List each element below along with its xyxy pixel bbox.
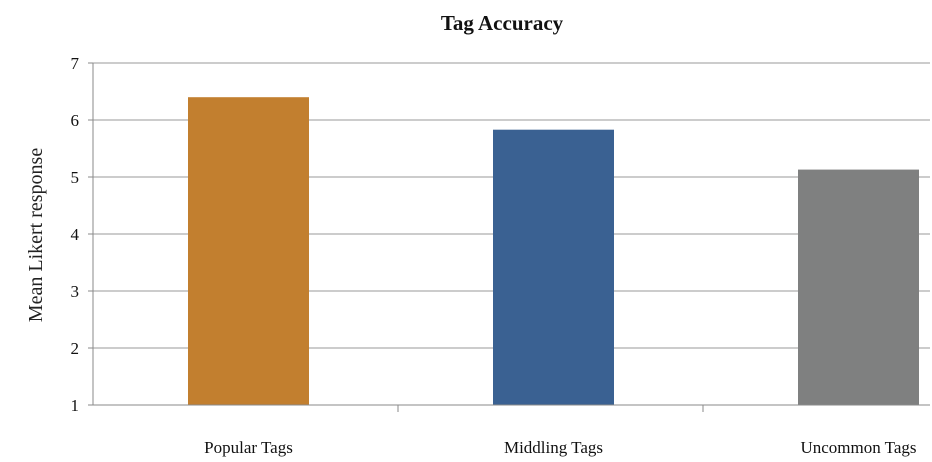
y-axis-label: Mean Likert response bbox=[25, 148, 47, 323]
bar-popular-tags bbox=[188, 97, 309, 405]
y-tick-label: 2 bbox=[71, 339, 80, 358]
y-tick-labels: 1 2 3 4 5 6 7 bbox=[71, 54, 80, 415]
bars bbox=[188, 97, 919, 405]
x-tick-labels: Popular Tags Middling Tags Uncommon Tags bbox=[204, 438, 916, 457]
x-tick-label: Uncommon Tags bbox=[800, 438, 916, 457]
bar-uncommon-tags bbox=[798, 169, 919, 405]
y-tick-label: 3 bbox=[71, 282, 80, 301]
y-tick-label: 1 bbox=[71, 396, 80, 415]
y-tick-label: 6 bbox=[71, 111, 80, 130]
y-tick-label: 5 bbox=[71, 168, 80, 187]
chart-title: Tag Accuracy bbox=[441, 11, 564, 35]
x-tick-label: Middling Tags bbox=[504, 438, 603, 457]
y-tick-label: 7 bbox=[71, 54, 80, 73]
axes bbox=[88, 62, 930, 412]
x-tick-label: Popular Tags bbox=[204, 438, 293, 457]
bar-middling-tags bbox=[493, 129, 614, 405]
y-tick-label: 4 bbox=[71, 225, 80, 244]
